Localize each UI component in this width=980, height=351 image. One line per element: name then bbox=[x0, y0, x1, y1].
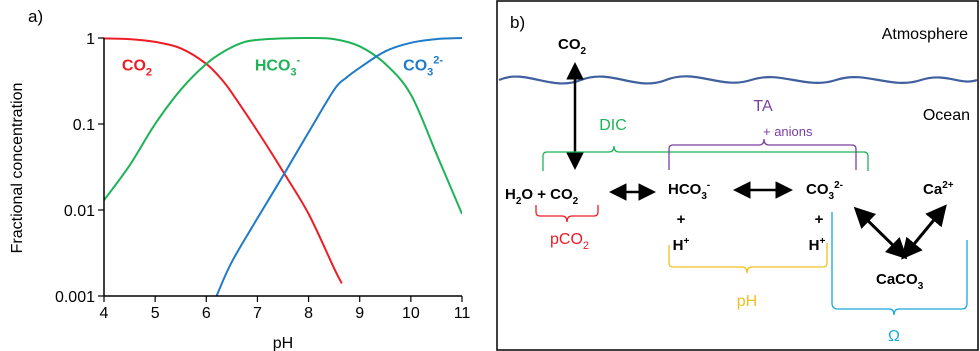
pco2-bracket bbox=[535, 205, 599, 223]
ta-bracket bbox=[668, 138, 857, 170]
pco2-label: pCO2 bbox=[550, 231, 589, 252]
y-tick-label: 0.001 bbox=[55, 289, 95, 306]
series-line-0 bbox=[104, 37, 343, 284]
x-tick-label: 8 bbox=[304, 305, 313, 322]
series-label-0: CO2 bbox=[122, 57, 152, 78]
diagram-panel-b: b) Atmosphere Ocean CO2 DIC TA + anions … bbox=[496, 0, 980, 351]
y-tick-label: 0.1 bbox=[73, 117, 95, 134]
ta-label: TA bbox=[753, 98, 773, 115]
speciation-chart: a) Fractional concentration pH 4 5 6 7 8 9 10 1… bbox=[9, 7, 470, 351]
calcium-carbonate-label: CaCO3 bbox=[876, 271, 924, 292]
h2o-plus-co2: H2O + CO2 bbox=[505, 186, 579, 207]
y-tick-label: 0.01 bbox=[64, 203, 95, 220]
series-line-2 bbox=[215, 37, 462, 296]
sea-surface-line bbox=[498, 75, 978, 85]
x-tick-label: 4 bbox=[100, 305, 109, 322]
series-line-1 bbox=[104, 36, 462, 215]
atmosphere-label: Atmosphere bbox=[882, 26, 968, 43]
series-label-2: CO32- bbox=[403, 54, 443, 78]
panel-label-a: a) bbox=[28, 7, 43, 26]
plus-sign-2: + bbox=[815, 211, 824, 228]
plus-sign-1: + bbox=[677, 211, 686, 228]
carbonate-system-diagram: b) Atmosphere Ocean CO2 DIC TA + anions … bbox=[496, 0, 979, 351]
calcium-label: Ca2+ bbox=[923, 180, 954, 198]
proton-label-1: H+ bbox=[673, 236, 690, 254]
y-axis-label: Fractional concentration bbox=[9, 83, 26, 254]
x-tick-label: 10 bbox=[402, 305, 420, 322]
x-tick-label: 7 bbox=[253, 305, 262, 322]
x-tick-label: 9 bbox=[355, 305, 364, 322]
plot-area: 4 5 6 7 8 9 10 11 0.001 0.01 0.1 1 CO2 HCO3- CO32- bbox=[55, 31, 470, 322]
series-label-1: HCO3- bbox=[255, 54, 301, 78]
bicarbonate-label: HCO3- bbox=[668, 180, 710, 202]
ta-anions-label: + anions bbox=[763, 124, 813, 139]
omega-bracket bbox=[831, 212, 968, 316]
chart-panel-a: a) Fractional concentration pH 4 5 6 7 8 9 10 1… bbox=[9, 7, 470, 351]
proton-label-2: H+ bbox=[809, 236, 826, 254]
panel-label-b: b) bbox=[510, 13, 525, 32]
ph-label: pH bbox=[737, 293, 757, 310]
ocean-label: Ocean bbox=[923, 107, 970, 124]
calcium-to-caco3-arrow bbox=[901, 204, 947, 260]
omega-label: Ω bbox=[888, 328, 900, 345]
y-tick-label: 1 bbox=[86, 31, 95, 48]
x-tick-label: 11 bbox=[454, 305, 471, 322]
dic-label: DIC bbox=[599, 117, 627, 134]
carbonate-to-caco3-arrow bbox=[853, 206, 908, 260]
x-axis-label: pH bbox=[273, 335, 293, 351]
dic-bracket bbox=[542, 145, 869, 171]
diagram-frame bbox=[496, 0, 979, 351]
carbonate-label: CO32- bbox=[806, 180, 843, 202]
x-tick-label: 6 bbox=[202, 305, 211, 322]
atmospheric-co2-label: CO2 bbox=[558, 36, 587, 57]
ph-bracket bbox=[668, 243, 828, 274]
x-tick-label: 5 bbox=[151, 305, 160, 322]
